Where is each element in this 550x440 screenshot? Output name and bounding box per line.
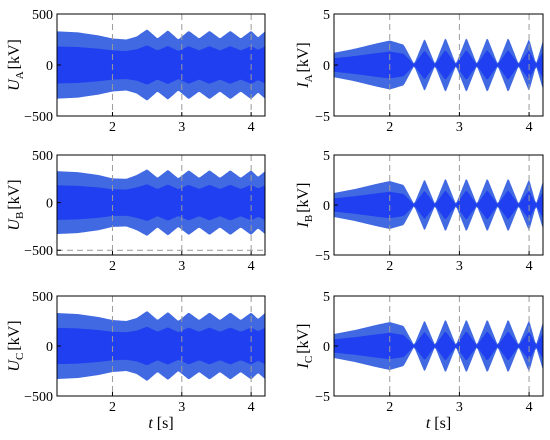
y-axis-label-main: I [295,362,312,369]
y-axis-label-main: I [295,221,312,228]
series-envelope-inner [57,45,265,85]
y-tick-label: −5 [315,390,330,405]
y-tick-label: −500 [24,110,53,125]
y-axis-label: IA [kV] [295,42,315,89]
x-tick-label: 4 [248,400,255,415]
subplot-1: 2 3 4 500 0 −500 UA [kV] [6,8,266,135]
y-axis-label-subscript: A [303,74,315,82]
x-axis-label-main: t [426,415,431,432]
y-tick-label: 5 [323,290,330,305]
y-axis-label-unit: [kV] [6,179,23,209]
x-tick-label: 3 [456,400,463,415]
x-tick-label: 2 [109,120,116,135]
subplot-6: 2 3 4 5 0 −5 IC [kV] t [s] [295,290,544,432]
y-axis-label-unit: [kV] [295,324,312,354]
y-axis-label-subscript: C [14,353,26,360]
y-axis-label: UA [kV] [6,39,26,91]
y-tick-label: 500 [32,149,53,164]
y-axis-label-unit: [kV] [6,39,23,69]
series-envelope-inner [334,190,543,220]
x-tick-label: 2 [386,400,393,415]
series-envelope-inner [57,184,265,221]
y-axis-label-subscript: C [303,356,315,363]
x-tick-label: 4 [526,120,533,135]
y-axis-label-unit: [kV] [295,42,312,72]
y-tick-label: 500 [32,290,53,305]
y-axis-label-main: U [6,218,23,231]
y-tick-label: 0 [323,340,330,355]
y-axis-label-main: U [6,359,23,372]
x-axis-label-unit: [s] [434,415,451,432]
x-axis-label: t [s] [148,415,173,432]
x-axis-label-unit: [s] [157,415,174,432]
x-tick-label: 3 [178,259,185,274]
x-tick-label: 2 [386,259,393,274]
y-tick-label: 0 [46,59,53,74]
x-tick-label: 4 [526,400,533,415]
x-tick-label: 4 [248,120,255,135]
y-axis-label-subscript: A [14,71,26,79]
y-tick-label: 0 [323,199,330,214]
series-envelope-inner [334,331,543,361]
y-axis-label-unit: [kV] [295,183,312,213]
y-tick-label: 5 [323,8,330,23]
x-tick-label: 2 [109,259,116,274]
y-tick-label: 0 [46,197,53,212]
y-tick-label: −500 [24,244,53,259]
y-tick-label: −5 [315,249,330,264]
x-axis-label: t [s] [426,415,451,432]
y-axis-label-subscript: B [303,215,315,222]
series-envelope-inner [334,50,543,80]
y-tick-label: −5 [315,110,330,125]
y-tick-label: 5 [323,149,330,164]
x-tick-label: 3 [456,120,463,135]
y-axis-label: UB [kV] [6,179,26,230]
x-tick-label: 4 [526,259,533,274]
x-axis-label-main: t [148,415,153,432]
y-axis-label: IB [kV] [295,183,315,229]
subplot-5: 2 3 4 500 0 −500 UC [kV] t [s] [6,290,266,432]
y-axis-label: IC [kV] [295,324,315,370]
x-tick-label: 3 [178,120,185,135]
subplot-2: 2 3 4 5 0 −5 IA [kV] [295,8,544,135]
axes-frame [56,154,266,256]
y-axis-label-main: I [295,82,312,89]
y-tick-label: 500 [32,8,53,23]
y-axis-label: UC [kV] [6,320,26,371]
subplot-4: 2 3 4 5 0 −5 IB [kV] [295,149,544,274]
x-tick-label: 4 [248,259,255,274]
x-tick-label: 2 [386,120,393,135]
x-tick-label: 3 [178,400,185,415]
series-envelope-inner [57,326,265,366]
y-tick-label: −500 [24,390,53,405]
x-tick-label: 2 [109,400,116,415]
x-tick-label: 3 [456,259,463,274]
y-axis-label-main: U [6,78,23,91]
y-tick-label: 0 [46,340,53,355]
y-tick-label: 0 [323,59,330,74]
y-axis-label-unit: [kV] [6,320,23,350]
y-axis-label-subscript: B [14,212,26,219]
